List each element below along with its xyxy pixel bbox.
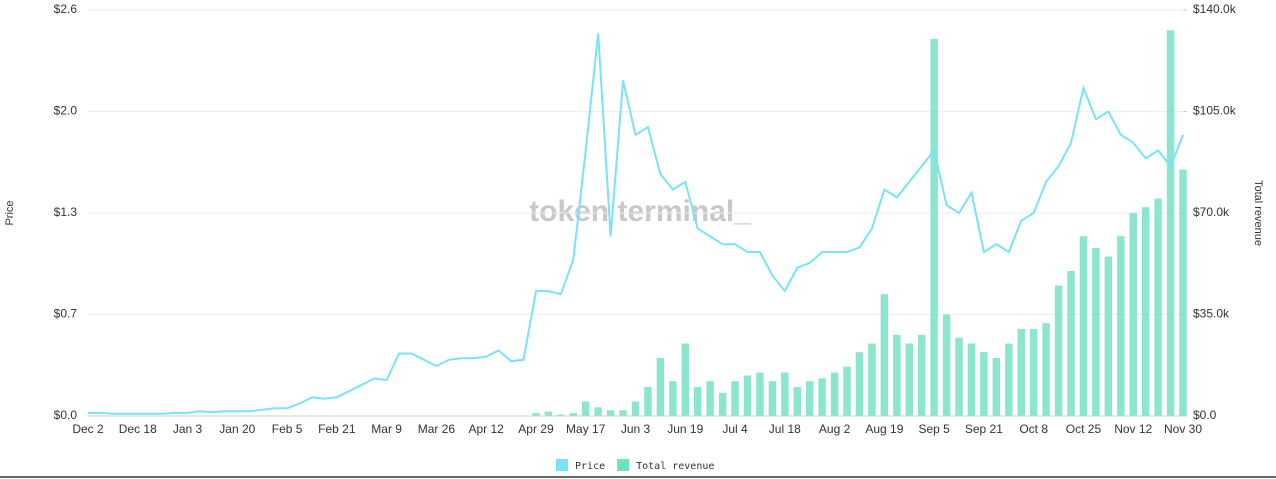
x-tick-label: Sep 5	[918, 422, 950, 436]
bar	[1092, 247, 1100, 416]
bar	[1104, 256, 1113, 416]
bar	[1141, 207, 1150, 416]
y-tick-label: $2.0	[54, 104, 78, 118]
y2-tick-label: $70.0k	[1193, 205, 1230, 219]
bar	[955, 337, 963, 416]
bar	[718, 392, 727, 416]
bar	[992, 358, 1001, 416]
legend-label: Total revenue	[636, 461, 714, 472]
bar	[1166, 30, 1175, 417]
y2-tick-label: $140.0k	[1193, 2, 1237, 16]
bar	[669, 381, 677, 416]
bar	[644, 387, 652, 416]
y-tick-label: $0.7	[54, 307, 78, 321]
y2-axis-title: Total revenue	[1252, 180, 1264, 246]
bar	[631, 401, 640, 416]
bar	[880, 294, 889, 416]
x-tick-label: Jun 3	[621, 422, 651, 436]
bar	[893, 334, 901, 416]
x-tick-label: Aug 19	[865, 422, 903, 436]
x-tick-label: Oct 8	[1019, 422, 1048, 436]
bar	[1129, 213, 1137, 416]
legend-swatch	[617, 459, 630, 471]
watermark: token terminal_	[529, 195, 751, 228]
x-tick-label: Dec 2	[72, 422, 104, 436]
x-tick-label: Feb 21	[318, 422, 356, 436]
bar	[967, 343, 976, 416]
x-tick-label: May 17	[566, 422, 606, 436]
bar	[942, 314, 951, 416]
x-tick-label: Jun 19	[667, 422, 703, 436]
y2-tick-label: $0.0	[1193, 408, 1217, 422]
bar	[557, 414, 565, 416]
bar	[1005, 343, 1013, 416]
bar	[805, 381, 814, 416]
bar	[581, 401, 590, 416]
bar	[656, 358, 665, 416]
bar	[1029, 329, 1038, 416]
x-tick-label: Dec 18	[119, 422, 157, 436]
x-tick-label: Apr 12	[469, 422, 505, 436]
x-tick-label: Jan 20	[219, 422, 255, 436]
bar	[619, 410, 627, 416]
x-tick-label: Apr 29	[518, 422, 554, 436]
bar	[706, 381, 714, 416]
bar	[768, 381, 777, 416]
bar	[917, 334, 926, 416]
bar	[1054, 285, 1063, 416]
bar	[1117, 236, 1125, 416]
legend-swatch	[556, 459, 568, 471]
bar	[681, 343, 690, 416]
bar	[793, 387, 801, 416]
y-tick-label: $0.0	[54, 408, 78, 422]
bar	[818, 378, 826, 416]
bar	[756, 372, 764, 416]
bar	[980, 352, 988, 416]
x-tick-label: Jan 3	[173, 422, 203, 436]
bar	[569, 413, 578, 416]
y-axis-title: Price	[4, 200, 16, 225]
bar	[606, 410, 615, 416]
bar	[1067, 271, 1075, 416]
bar	[1079, 236, 1088, 416]
bar	[1017, 329, 1025, 416]
bar	[1179, 169, 1187, 416]
bar	[743, 375, 752, 416]
x-tick-label: Nov 12	[1114, 422, 1152, 436]
x-tick-label: Oct 25	[1066, 422, 1102, 436]
bar	[544, 411, 553, 416]
x-tick-label: Mar 26	[418, 422, 456, 436]
x-tick-label: Mar 9	[371, 422, 402, 436]
bar	[868, 343, 876, 416]
price-line	[88, 33, 1184, 415]
x-tick-label: Sep 21	[965, 422, 1003, 436]
bar	[843, 366, 851, 416]
bar	[1042, 323, 1050, 416]
bar	[532, 413, 540, 416]
x-tick-label: Feb 5	[272, 422, 303, 436]
bar	[731, 381, 739, 416]
y-tick-label: $1.3	[54, 205, 78, 219]
bar	[905, 343, 913, 416]
bar	[930, 39, 938, 416]
y-tick-label: $2.6	[54, 2, 78, 16]
bar	[693, 387, 702, 416]
bar	[1154, 198, 1162, 416]
bar	[594, 407, 602, 416]
x-tick-label: Aug 2	[819, 422, 851, 436]
bar	[830, 372, 839, 416]
y2-tick-label: $105.0k	[1193, 104, 1237, 118]
legend-label: Price	[575, 461, 605, 472]
bar	[781, 372, 789, 416]
x-tick-label: Jul 18	[769, 422, 801, 436]
x-tick-label: Nov 30	[1164, 422, 1202, 436]
bar	[855, 352, 864, 416]
y2-tick-label: $35.0k	[1193, 307, 1230, 321]
x-tick-label: Jul 4	[722, 422, 748, 436]
